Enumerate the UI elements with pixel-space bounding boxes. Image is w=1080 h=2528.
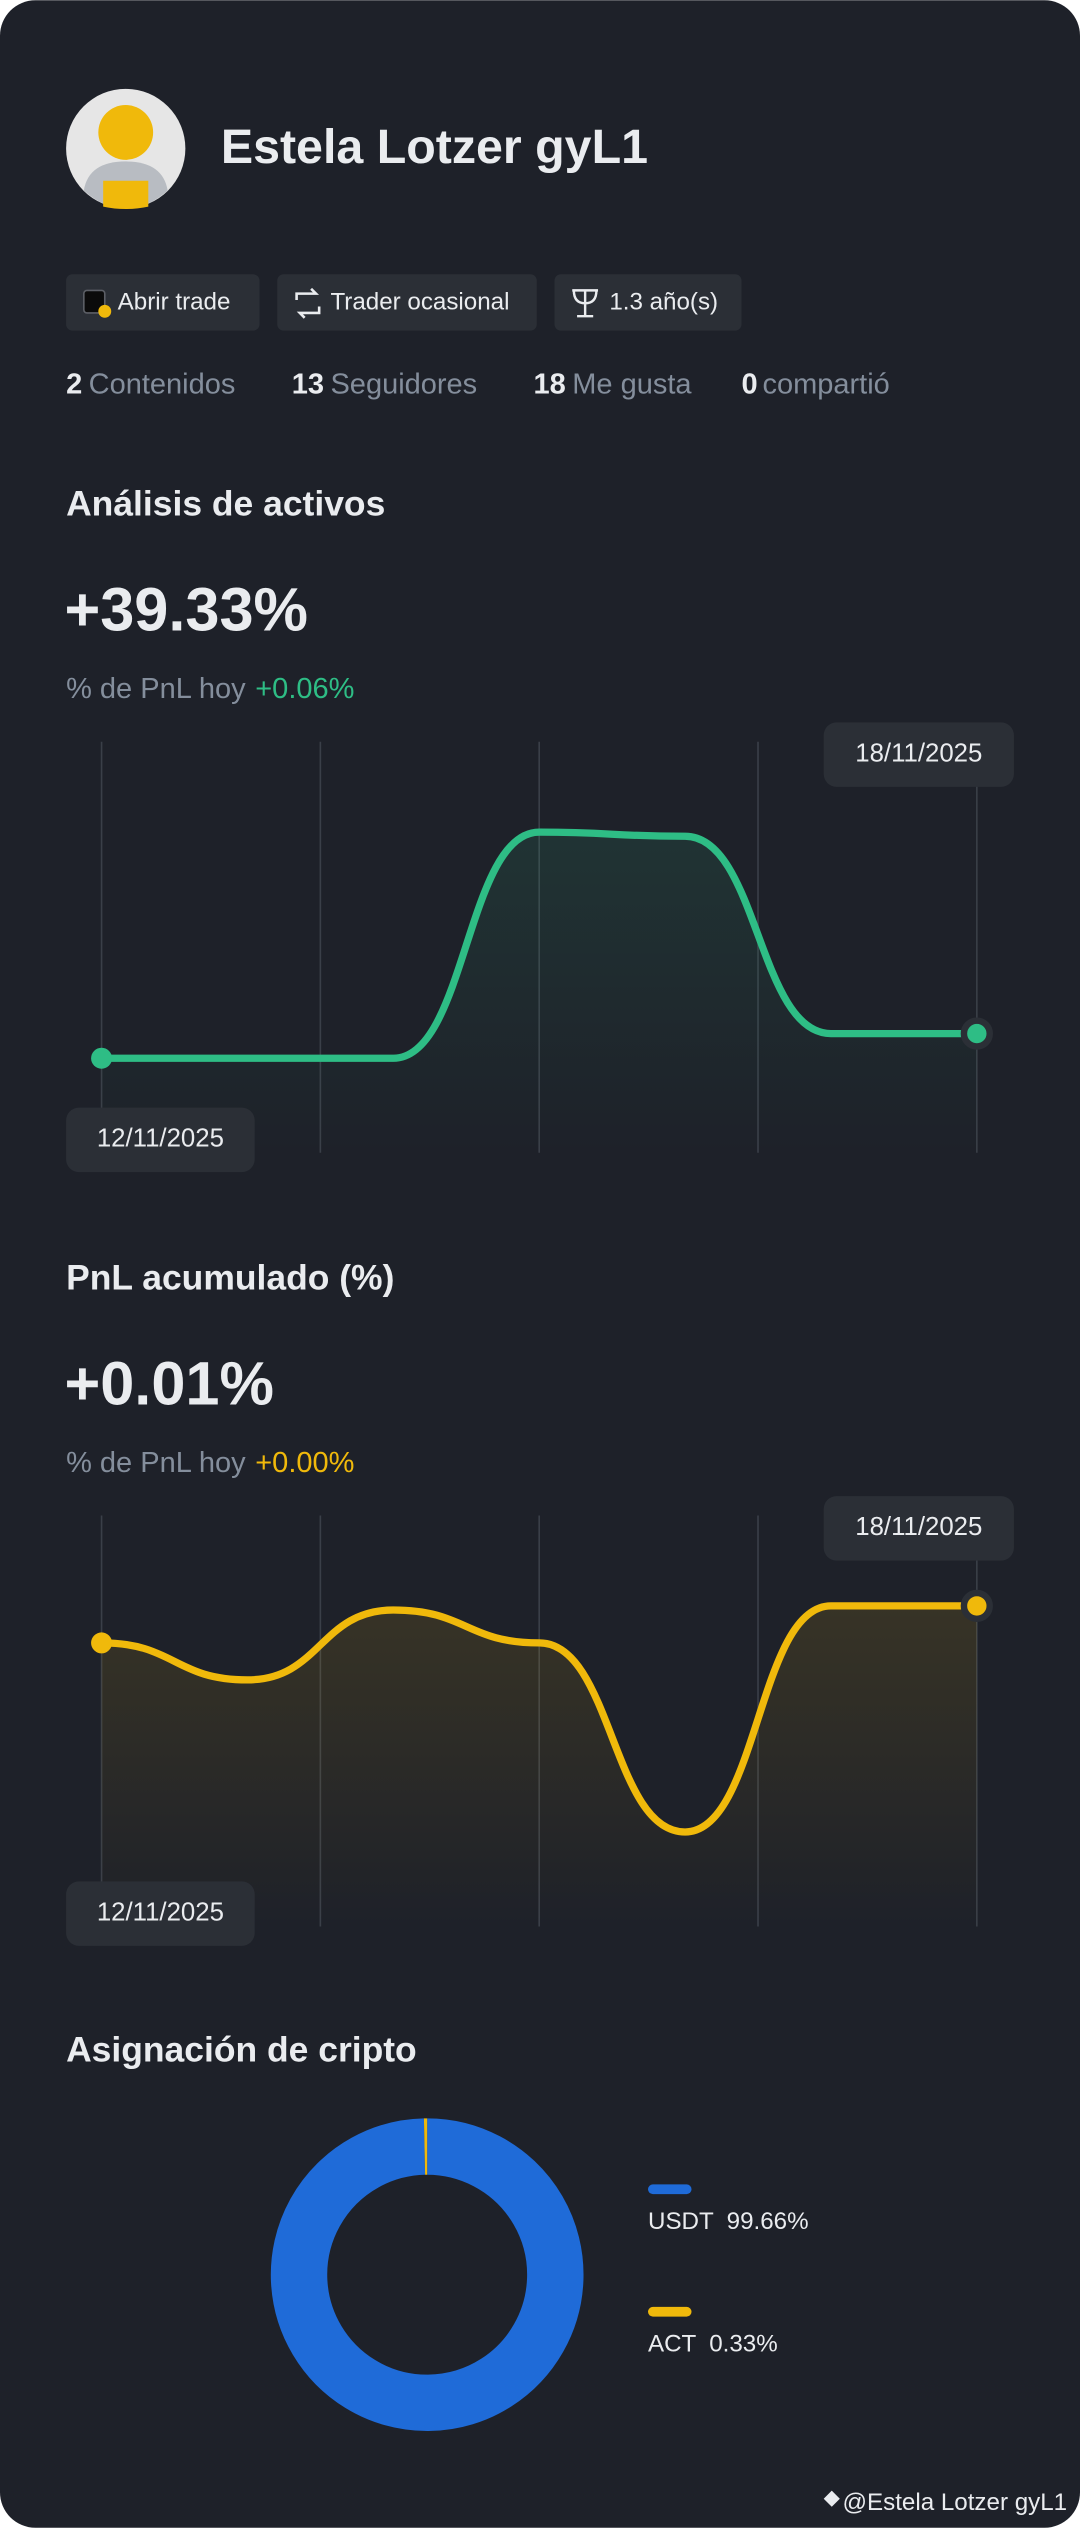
subtitle-label: % de PnL hoy	[66, 673, 246, 705]
subtitle: % de PnL hoy +0.00%	[66, 1447, 354, 1479]
line-area	[101, 1605, 977, 1927]
section-title: Asignación de cripto	[66, 2030, 417, 2070]
profile-name: Estela Lotzer gyL1	[221, 120, 648, 174]
subtitle-label: % de PnL hoy	[66, 1447, 246, 1479]
line	[101, 828, 977, 1062]
section-title: Análisis de activos	[66, 484, 385, 524]
stats: 2 Contenidos 13 Seguidores 18 Me gusta 0 com…	[66, 368, 890, 400]
stat: 0 compartió	[741, 368, 889, 400]
headline-value: +39.33%	[64, 576, 308, 644]
stat: 13 Seguidores	[292, 368, 477, 400]
stat-label: compartió	[762, 368, 889, 400]
end-dot	[960, 1017, 993, 1050]
badge-text: Abrir trade	[118, 289, 231, 316]
legend-text: ACT 0.33%	[648, 2331, 778, 2358]
badges: Abrir trade Trader ocasional 1.3 año(s)	[66, 274, 742, 331]
footer-text: @Estela Lotzer gyL1	[842, 2489, 1067, 2516]
subtitle-change: +0.00%	[255, 1447, 354, 1479]
stat-count: 18	[534, 368, 566, 400]
date-tooltip	[823, 1496, 1014, 1561]
legend-name: USDT	[648, 2208, 714, 2235]
line-area	[101, 832, 977, 1153]
date-label: 18/11/2025	[855, 1513, 982, 1541]
badge	[277, 274, 537, 331]
stat-label: Seguidores	[330, 368, 477, 400]
avatar	[66, 88, 186, 209]
badge-text: Trader ocasional	[330, 289, 509, 316]
date-tooltip	[66, 1107, 255, 1173]
badge-text: 1.3 año(s)	[609, 289, 718, 316]
section-title: PnL acumulado (%)	[66, 1257, 394, 1297]
legend-name: ACT	[648, 2331, 697, 2358]
stat: 18 Me gusta	[534, 368, 693, 400]
donut-slice	[271, 2118, 584, 2432]
stat-count: 2	[66, 368, 82, 400]
legend-swatch	[648, 2184, 692, 2195]
legend-swatch	[648, 2306, 692, 2317]
legend-value: 0.33%	[709, 2331, 778, 2358]
date-tooltip	[66, 1881, 255, 1946]
headline-value: +0.01%	[64, 1349, 273, 1417]
date-label: 12/11/2025	[97, 1898, 224, 1926]
subtitle: % de PnL hoy +0.06%	[66, 673, 354, 705]
badge	[66, 274, 260, 331]
date-label: 18/11/2025	[855, 739, 982, 767]
stat-count: 13	[292, 368, 324, 400]
date-tooltip	[823, 722, 1014, 787]
line	[101, 1602, 977, 1836]
stat-label: Me gusta	[572, 368, 692, 400]
legend-value: 99.66%	[727, 2208, 809, 2235]
start-dot	[91, 1047, 113, 1069]
stat-label: Contenidos	[89, 368, 236, 400]
date-label: 12/11/2025	[97, 1125, 224, 1153]
legend-text: USDT 99.66%	[648, 2208, 809, 2235]
stat-count: 0	[741, 368, 757, 400]
footer: @Estela Lotzer gyL1	[823, 2489, 1067, 2516]
stat: 2 Contenidos	[66, 368, 235, 400]
badge	[554, 274, 742, 331]
subtitle-change: +0.06%	[255, 673, 354, 705]
start-dot	[91, 1632, 113, 1654]
end-dot	[960, 1589, 993, 1623]
